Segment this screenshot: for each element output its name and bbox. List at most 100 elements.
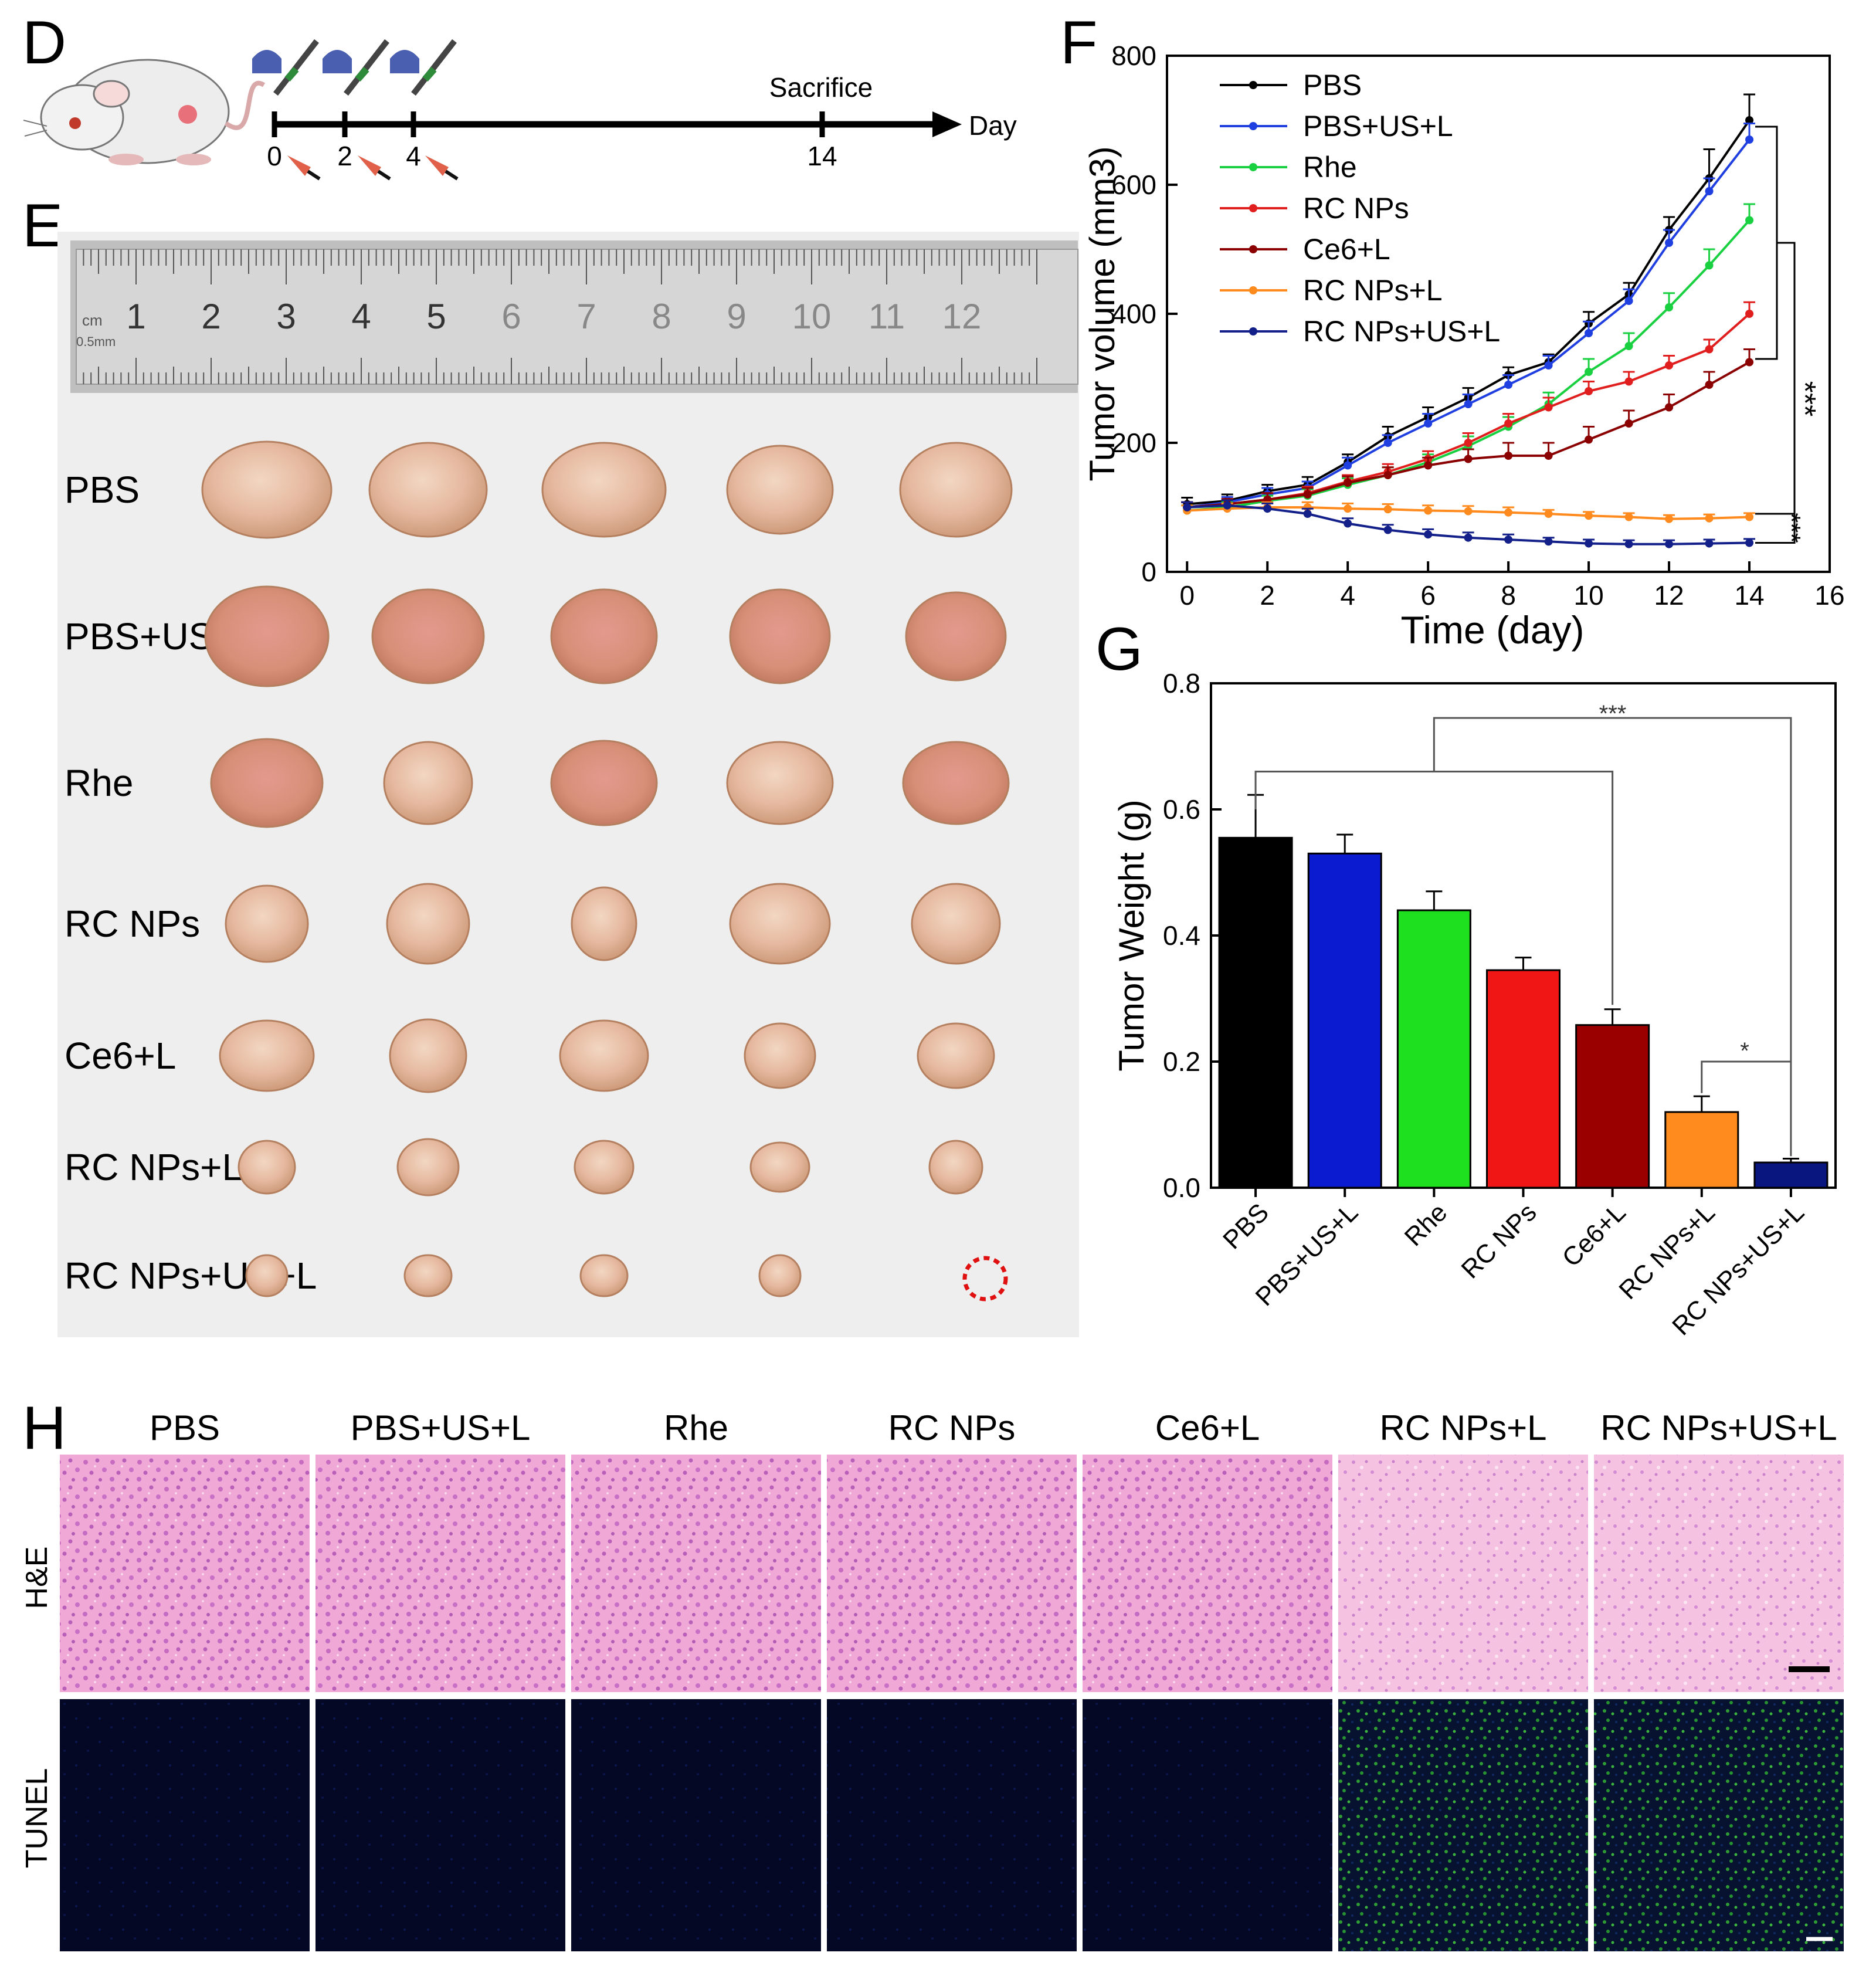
- y-axis-title: Tumor Weight (g): [1112, 799, 1151, 1071]
- data-point: [1624, 342, 1633, 350]
- tunel-stain-image: [571, 1699, 821, 1951]
- y-tick-label: 0.0: [1163, 1172, 1200, 1203]
- data-point: [1665, 239, 1674, 247]
- tumor-sample: [905, 591, 1007, 682]
- ruler-number: 5: [426, 297, 446, 336]
- data-point: [1585, 511, 1593, 520]
- tunel-stain-image: [60, 1699, 310, 1951]
- data-point: [1504, 508, 1513, 517]
- y-tick-label: 400: [1111, 299, 1156, 329]
- data-point: [1665, 403, 1674, 412]
- ruler-number: 10: [792, 297, 832, 336]
- legend-label: RC NPs+US+L: [1303, 315, 1500, 348]
- tumor-sample: [758, 1254, 802, 1297]
- tumor-sample: [541, 442, 667, 538]
- day-label: 4: [406, 141, 421, 171]
- tumor-sample: [917, 1022, 995, 1089]
- panel-letter-g: G: [1095, 615, 1143, 683]
- y-tick-label: 200: [1111, 428, 1156, 458]
- tumor-sample: [238, 1140, 296, 1195]
- x-tick-label: 14: [1734, 580, 1764, 611]
- data-point: [1665, 540, 1674, 548]
- data-point: [1544, 403, 1553, 412]
- data-point: [1424, 461, 1433, 470]
- data-point: [1544, 452, 1553, 460]
- day-label: 0: [267, 141, 282, 171]
- x-axis-title: Time (day): [1401, 608, 1585, 652]
- syringe-icon: [252, 39, 319, 96]
- significance-bracket: [1755, 242, 1796, 544]
- data-point: [1544, 361, 1553, 370]
- he-stain-image: [316, 1455, 565, 1692]
- tumor-sample: [550, 588, 658, 684]
- data-point: [1383, 505, 1392, 514]
- ruler-number: 1: [126, 297, 145, 336]
- bar: [1218, 836, 1293, 1189]
- tumor-sample: [749, 1141, 810, 1193]
- data-point: [1223, 501, 1232, 510]
- legend-marker: [1249, 245, 1257, 253]
- he-stain-image: [1594, 1455, 1844, 1692]
- x-tick-label: Rhe: [1399, 1198, 1453, 1252]
- panel-h: H PBS PBS+US+L Rhe RC NPs Ce6+L RC NPs+L RC NP…: [20, 1394, 1844, 1951]
- tunel-stain-image: [1594, 1699, 1844, 1951]
- data-point: [1504, 535, 1513, 544]
- ruler-number: 11: [869, 297, 905, 336]
- data-point: [1344, 479, 1352, 487]
- data-point: [1624, 377, 1633, 386]
- data-point: [1504, 419, 1513, 428]
- sacrifice-label: Sacrifice: [769, 72, 873, 103]
- ruler: cm 0.5mm 1 2 3 4 5 6 7 8 9 10 11 12: [70, 240, 1078, 393]
- column-label: RC NPs: [888, 1408, 1016, 1448]
- legend-label: RC NPs: [1303, 192, 1409, 225]
- x-tick-label: 10: [1574, 580, 1604, 611]
- tumor-sample: [210, 738, 324, 828]
- ruler-number: 7: [576, 297, 596, 336]
- tumor-sample: [729, 588, 831, 684]
- tumor-sample: [383, 741, 473, 825]
- y-tick-label: 800: [1111, 40, 1156, 71]
- row-label: RC NPs: [65, 903, 200, 945]
- x-tick-label: 6: [1420, 580, 1436, 611]
- f-significance-lower: ***: [1777, 513, 1806, 543]
- data-point: [1624, 540, 1633, 548]
- column-label: Ce6+L: [1155, 1408, 1260, 1448]
- y-tick-label: 0.8: [1163, 668, 1200, 699]
- syringe-icon: [323, 39, 389, 96]
- column-label: RC NPs+US+L: [1600, 1408, 1837, 1448]
- timeline: 0 2 4 14 Sacrifice Day: [267, 72, 1017, 171]
- tumor-sample: [559, 1019, 649, 1092]
- panel-e: E cm 0.5mm 1 2 3 4 5 6 7 8 9 10 11 12 PBSPBS+US+LRh…: [22, 192, 1079, 1337]
- data-point: [1544, 510, 1553, 518]
- data-point: [1665, 361, 1674, 370]
- x-tick-label: 2: [1260, 580, 1275, 611]
- data-point: [1263, 504, 1272, 513]
- y-tick-label: 0.4: [1163, 920, 1200, 951]
- ruler-number: 6: [501, 297, 521, 336]
- data-point: [1424, 419, 1433, 428]
- bar: [1486, 969, 1560, 1189]
- data-point: [1665, 514, 1674, 523]
- tumor-sample: [550, 740, 658, 826]
- tumor-sample: [726, 445, 834, 535]
- data-point: [1383, 471, 1392, 479]
- data-point: [1665, 303, 1674, 311]
- data-point: [1585, 387, 1593, 395]
- tumor-sample: [899, 442, 1013, 538]
- data-point: [1624, 297, 1633, 305]
- day-label: 2: [337, 141, 352, 171]
- data-point: [1183, 503, 1192, 511]
- ruler-number: 8: [652, 297, 671, 336]
- ruler-unit-cm: cm: [82, 311, 103, 329]
- data-point: [1585, 435, 1593, 444]
- data-point: [1424, 506, 1433, 515]
- data-point: [1464, 400, 1473, 408]
- tumor-sample: [744, 1022, 816, 1089]
- bar: [1664, 1111, 1739, 1189]
- data-point: [1504, 452, 1513, 460]
- significance-bracket: [1701, 1060, 1791, 1093]
- y-tick-label: 0: [1141, 557, 1156, 587]
- column-label: Rhe: [664, 1408, 728, 1448]
